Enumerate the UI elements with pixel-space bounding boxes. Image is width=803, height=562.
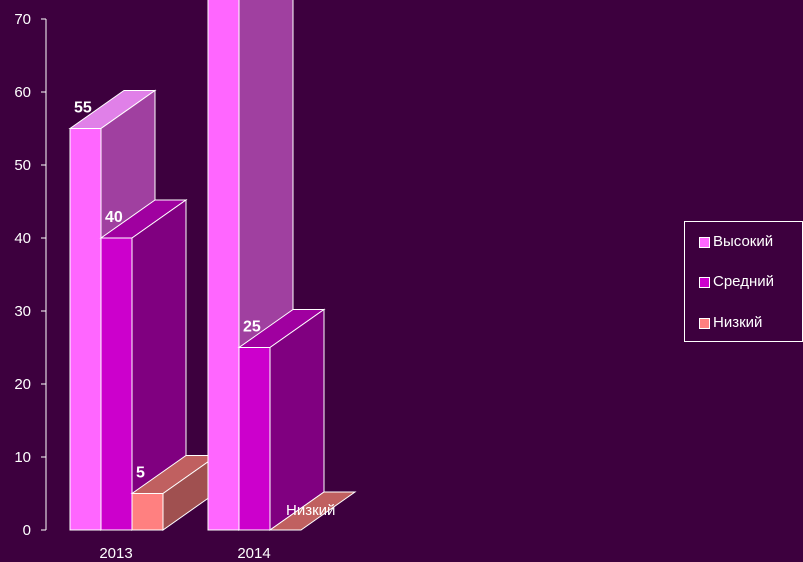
bar-top-2014-2 <box>268 491 357 531</box>
legend: Высокий Средний Низкий <box>684 221 803 342</box>
legend-item-high: Высокий <box>699 232 773 252</box>
bar-front-2014-1 <box>238 347 271 531</box>
y-tick-label-70: 70 <box>14 11 31 28</box>
y-tick-label-40: 40 <box>14 230 31 247</box>
y-tick-label-30: 30 <box>14 303 31 320</box>
legend-label-medium: Средний <box>713 273 774 290</box>
x-tick-label-2013: 2013 <box>99 545 132 562</box>
legend-swatch-medium <box>699 276 710 288</box>
bar-front-2014-0 <box>207 0 240 531</box>
y-tick-label-60: 60 <box>14 84 31 101</box>
legend-swatch-high <box>699 236 710 248</box>
data-label-2013-0: 55 <box>74 100 92 117</box>
bar-front-2013-2 <box>131 493 164 531</box>
bar-front-2013-1 <box>100 237 133 531</box>
legend-item-medium: Средний <box>699 272 774 292</box>
data-label-2014-2: Низкий <box>286 502 335 519</box>
legend-label-high: Высокий <box>713 233 774 250</box>
y-tick-label-10: 10 <box>14 449 31 466</box>
legend-label-low: Низкий <box>713 314 763 331</box>
y-tick-label-20: 20 <box>14 376 31 393</box>
legend-swatch-low <box>699 317 710 329</box>
y-tick-label-50: 50 <box>14 157 31 174</box>
bar-front-2013-0 <box>69 128 102 531</box>
y-tick-label-0: 0 <box>23 522 31 539</box>
legend-item-low: Низкий <box>699 313 762 333</box>
x-tick-label-2014: 2014 <box>237 545 270 562</box>
data-label-2013-2: 5 <box>136 465 145 482</box>
bar-side-2014-1 <box>269 308 325 531</box>
data-label-2014-1: 25 <box>243 319 261 336</box>
data-label-2013-1: 40 <box>105 209 123 226</box>
